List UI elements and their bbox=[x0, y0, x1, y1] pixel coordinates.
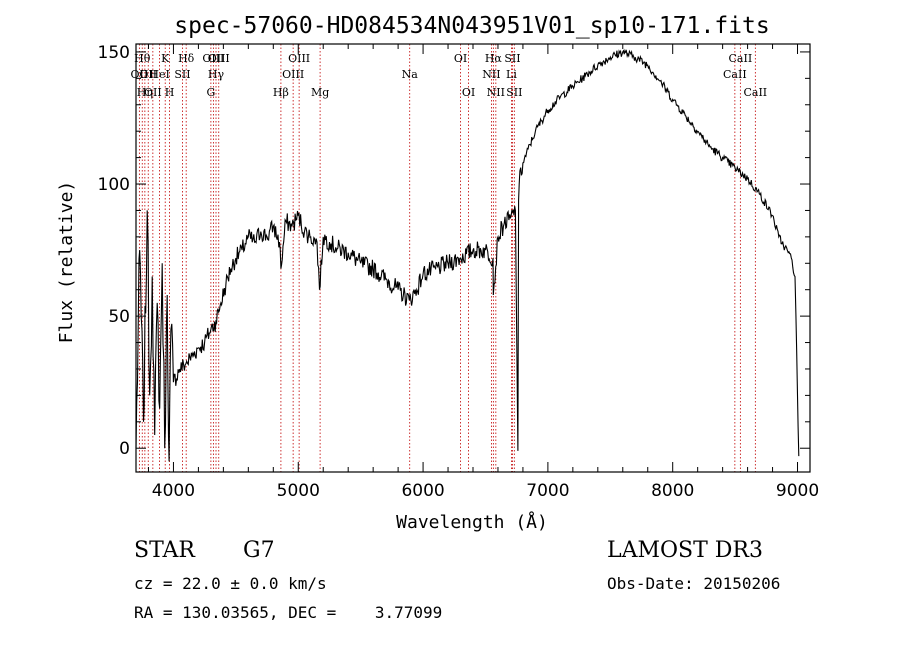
line-label-4: OII bbox=[144, 86, 162, 99]
line-label-3: OII bbox=[139, 68, 157, 81]
line-label-17: Mg bbox=[311, 86, 329, 99]
x-tick-label-2: 6000 bbox=[401, 481, 444, 501]
line-label-14: Hβ bbox=[273, 86, 289, 99]
coordinates: RA = 130.03565, DEC = 3.77099 bbox=[134, 603, 443, 622]
y-axis-ticks: 0 50 100 150 bbox=[98, 43, 810, 459]
x-tick-label-4: 8000 bbox=[651, 481, 694, 501]
line-label-7: H bbox=[165, 86, 175, 99]
line-label-21: NII bbox=[482, 68, 500, 81]
line-label-29: CaII bbox=[743, 86, 767, 99]
line-label-6: K bbox=[161, 52, 170, 65]
line-label-26: SII bbox=[506, 86, 522, 99]
y-tick-label-3: 150 bbox=[98, 43, 130, 63]
line-label-10: G bbox=[206, 86, 215, 99]
line-label-23: NII bbox=[487, 86, 505, 99]
x-tick-label-3: 7000 bbox=[526, 481, 569, 501]
line-label-5: HeI bbox=[149, 68, 169, 81]
x-tick-label-5: 9000 bbox=[776, 481, 819, 501]
chart-title: spec-57060-HD084534N043951V01_sp10-171.f… bbox=[174, 13, 769, 39]
survey-name: LAMOST DR3 bbox=[607, 538, 763, 563]
line-label-9: Hδ bbox=[178, 52, 195, 65]
x-tick-label-1: 5000 bbox=[277, 481, 320, 501]
subclass: G7 bbox=[243, 538, 275, 563]
line-label-19: OI bbox=[454, 52, 467, 65]
line-label-0: OII bbox=[131, 68, 149, 81]
line-label-2: Hη bbox=[137, 86, 153, 99]
y-tick-label-1: 50 bbox=[108, 307, 130, 327]
line-label-28: CaII bbox=[729, 52, 753, 65]
line-label-8: SII bbox=[174, 68, 190, 81]
line-label-12: Hγ bbox=[208, 68, 225, 81]
line-label-15: OIII bbox=[282, 68, 304, 81]
y-tick-label-0: 0 bbox=[119, 439, 130, 459]
x-axis-label: Wavelength (Å) bbox=[396, 511, 548, 533]
y-tick-label-2: 100 bbox=[98, 175, 130, 195]
line-label-11: OIII bbox=[202, 52, 224, 65]
obs-date: Obs-Date: 20150206 bbox=[607, 574, 781, 593]
y-axis-label: Flux (relative) bbox=[56, 181, 77, 344]
spectral-line-markers bbox=[138, 44, 756, 472]
line-label-13: OIII bbox=[208, 52, 230, 65]
x-tick-label-0: 4000 bbox=[152, 481, 195, 501]
redshift-cz: cz = 22.0 ± 0.0 km/s bbox=[134, 574, 327, 593]
line-label-24: Li bbox=[506, 68, 517, 81]
object-type: STAR bbox=[134, 538, 195, 563]
line-label-16: OIII bbox=[288, 52, 310, 65]
line-label-18: Na bbox=[402, 68, 419, 81]
spectral-line-labels: OIIHθHηOIIOIIHeIKHSIIHδGOIIIHγOIIIHβOIII… bbox=[131, 52, 768, 99]
line-label-25: SII bbox=[504, 52, 520, 65]
line-label-1: Hθ bbox=[134, 52, 151, 65]
spectrum-line bbox=[135, 48, 800, 462]
line-label-27: CaII bbox=[723, 68, 747, 81]
line-label-20: OI bbox=[462, 86, 475, 99]
line-label-22: Hα bbox=[485, 52, 503, 65]
x-axis-ticks: 4000 5000 6000 7000 8000 9000 bbox=[147, 44, 819, 501]
